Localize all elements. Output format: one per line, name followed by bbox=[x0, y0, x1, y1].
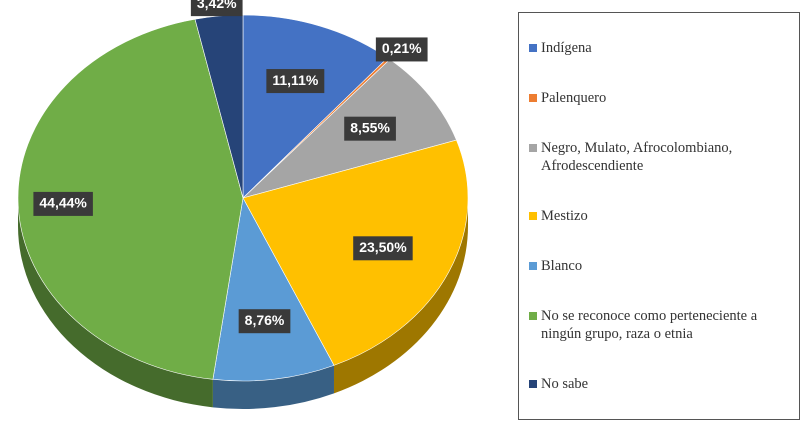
value-label-box bbox=[344, 116, 396, 141]
value-label: 8,76% bbox=[238, 309, 291, 334]
legend-item: Negro, Mulato, Afrocolombiano, Afrodesce… bbox=[529, 139, 793, 175]
slice-side bbox=[212, 365, 334, 409]
value-label-box bbox=[266, 69, 325, 94]
legend-label: Palenquero bbox=[541, 90, 607, 106]
legend-swatch bbox=[529, 94, 537, 102]
chart: 11,11% 0,21% 8,55% 23,50% 8,76% 44,44% 3,42% bbox=[17, 0, 469, 409]
legend-swatch bbox=[529, 262, 537, 270]
legend-swatch bbox=[529, 380, 537, 388]
legend-swatch bbox=[529, 44, 537, 52]
value-label: 23,50% bbox=[353, 236, 413, 261]
value-label: 3,42% bbox=[190, 0, 243, 17]
slice bbox=[17, 18, 244, 380]
legend-label: Mestizo bbox=[541, 208, 588, 224]
value-label-text: 8,76% bbox=[245, 312, 285, 328]
value-label-box bbox=[33, 191, 93, 216]
value-label-text: 3,42% bbox=[197, 0, 237, 11]
legend-item: Mestizo bbox=[529, 207, 793, 225]
legend-label: Negro, Mulato, Afrocolombiano, Afrodesce… bbox=[541, 140, 733, 174]
value-label: 0,21% bbox=[375, 37, 428, 62]
legend-label: No se reconoce como perteneciente a ning… bbox=[541, 308, 758, 342]
slice-side bbox=[333, 198, 468, 394]
legend-item: Blanco bbox=[529, 257, 793, 275]
slice bbox=[212, 197, 335, 382]
legend-swatch bbox=[529, 212, 537, 220]
legend-swatch bbox=[529, 312, 537, 320]
value-label-text: 44,44% bbox=[39, 195, 87, 211]
legend-item: Palenquero bbox=[529, 89, 793, 107]
value-label-text: 11,11% bbox=[272, 72, 318, 88]
value-label: 8,55% bbox=[344, 116, 396, 141]
value-label-box bbox=[375, 37, 428, 62]
legend-item: No sabe bbox=[529, 375, 793, 393]
legend-swatch bbox=[529, 144, 537, 152]
value-label: 11,11% bbox=[266, 69, 325, 94]
value-label-text: 8,55% bbox=[350, 119, 390, 135]
value-label-text: 23,50% bbox=[359, 239, 407, 255]
value-label-box bbox=[238, 309, 291, 334]
value-label-box bbox=[353, 236, 413, 261]
legend-label: Indígena bbox=[541, 40, 592, 56]
value-label: 44,44% bbox=[33, 191, 93, 216]
legend-label: No sabe bbox=[541, 376, 589, 392]
slice-side bbox=[18, 198, 213, 408]
legend: Indígena Palenquero Negro, Mulato, Afrocol… bbox=[518, 12, 800, 420]
legend-item: No se reconoce como perteneciente a ning… bbox=[529, 307, 793, 343]
value-label-text: 0,21% bbox=[382, 40, 422, 56]
value-label-box bbox=[190, 0, 243, 17]
legend-label: Blanco bbox=[541, 258, 583, 274]
legend-item: Indígena bbox=[529, 39, 793, 57]
